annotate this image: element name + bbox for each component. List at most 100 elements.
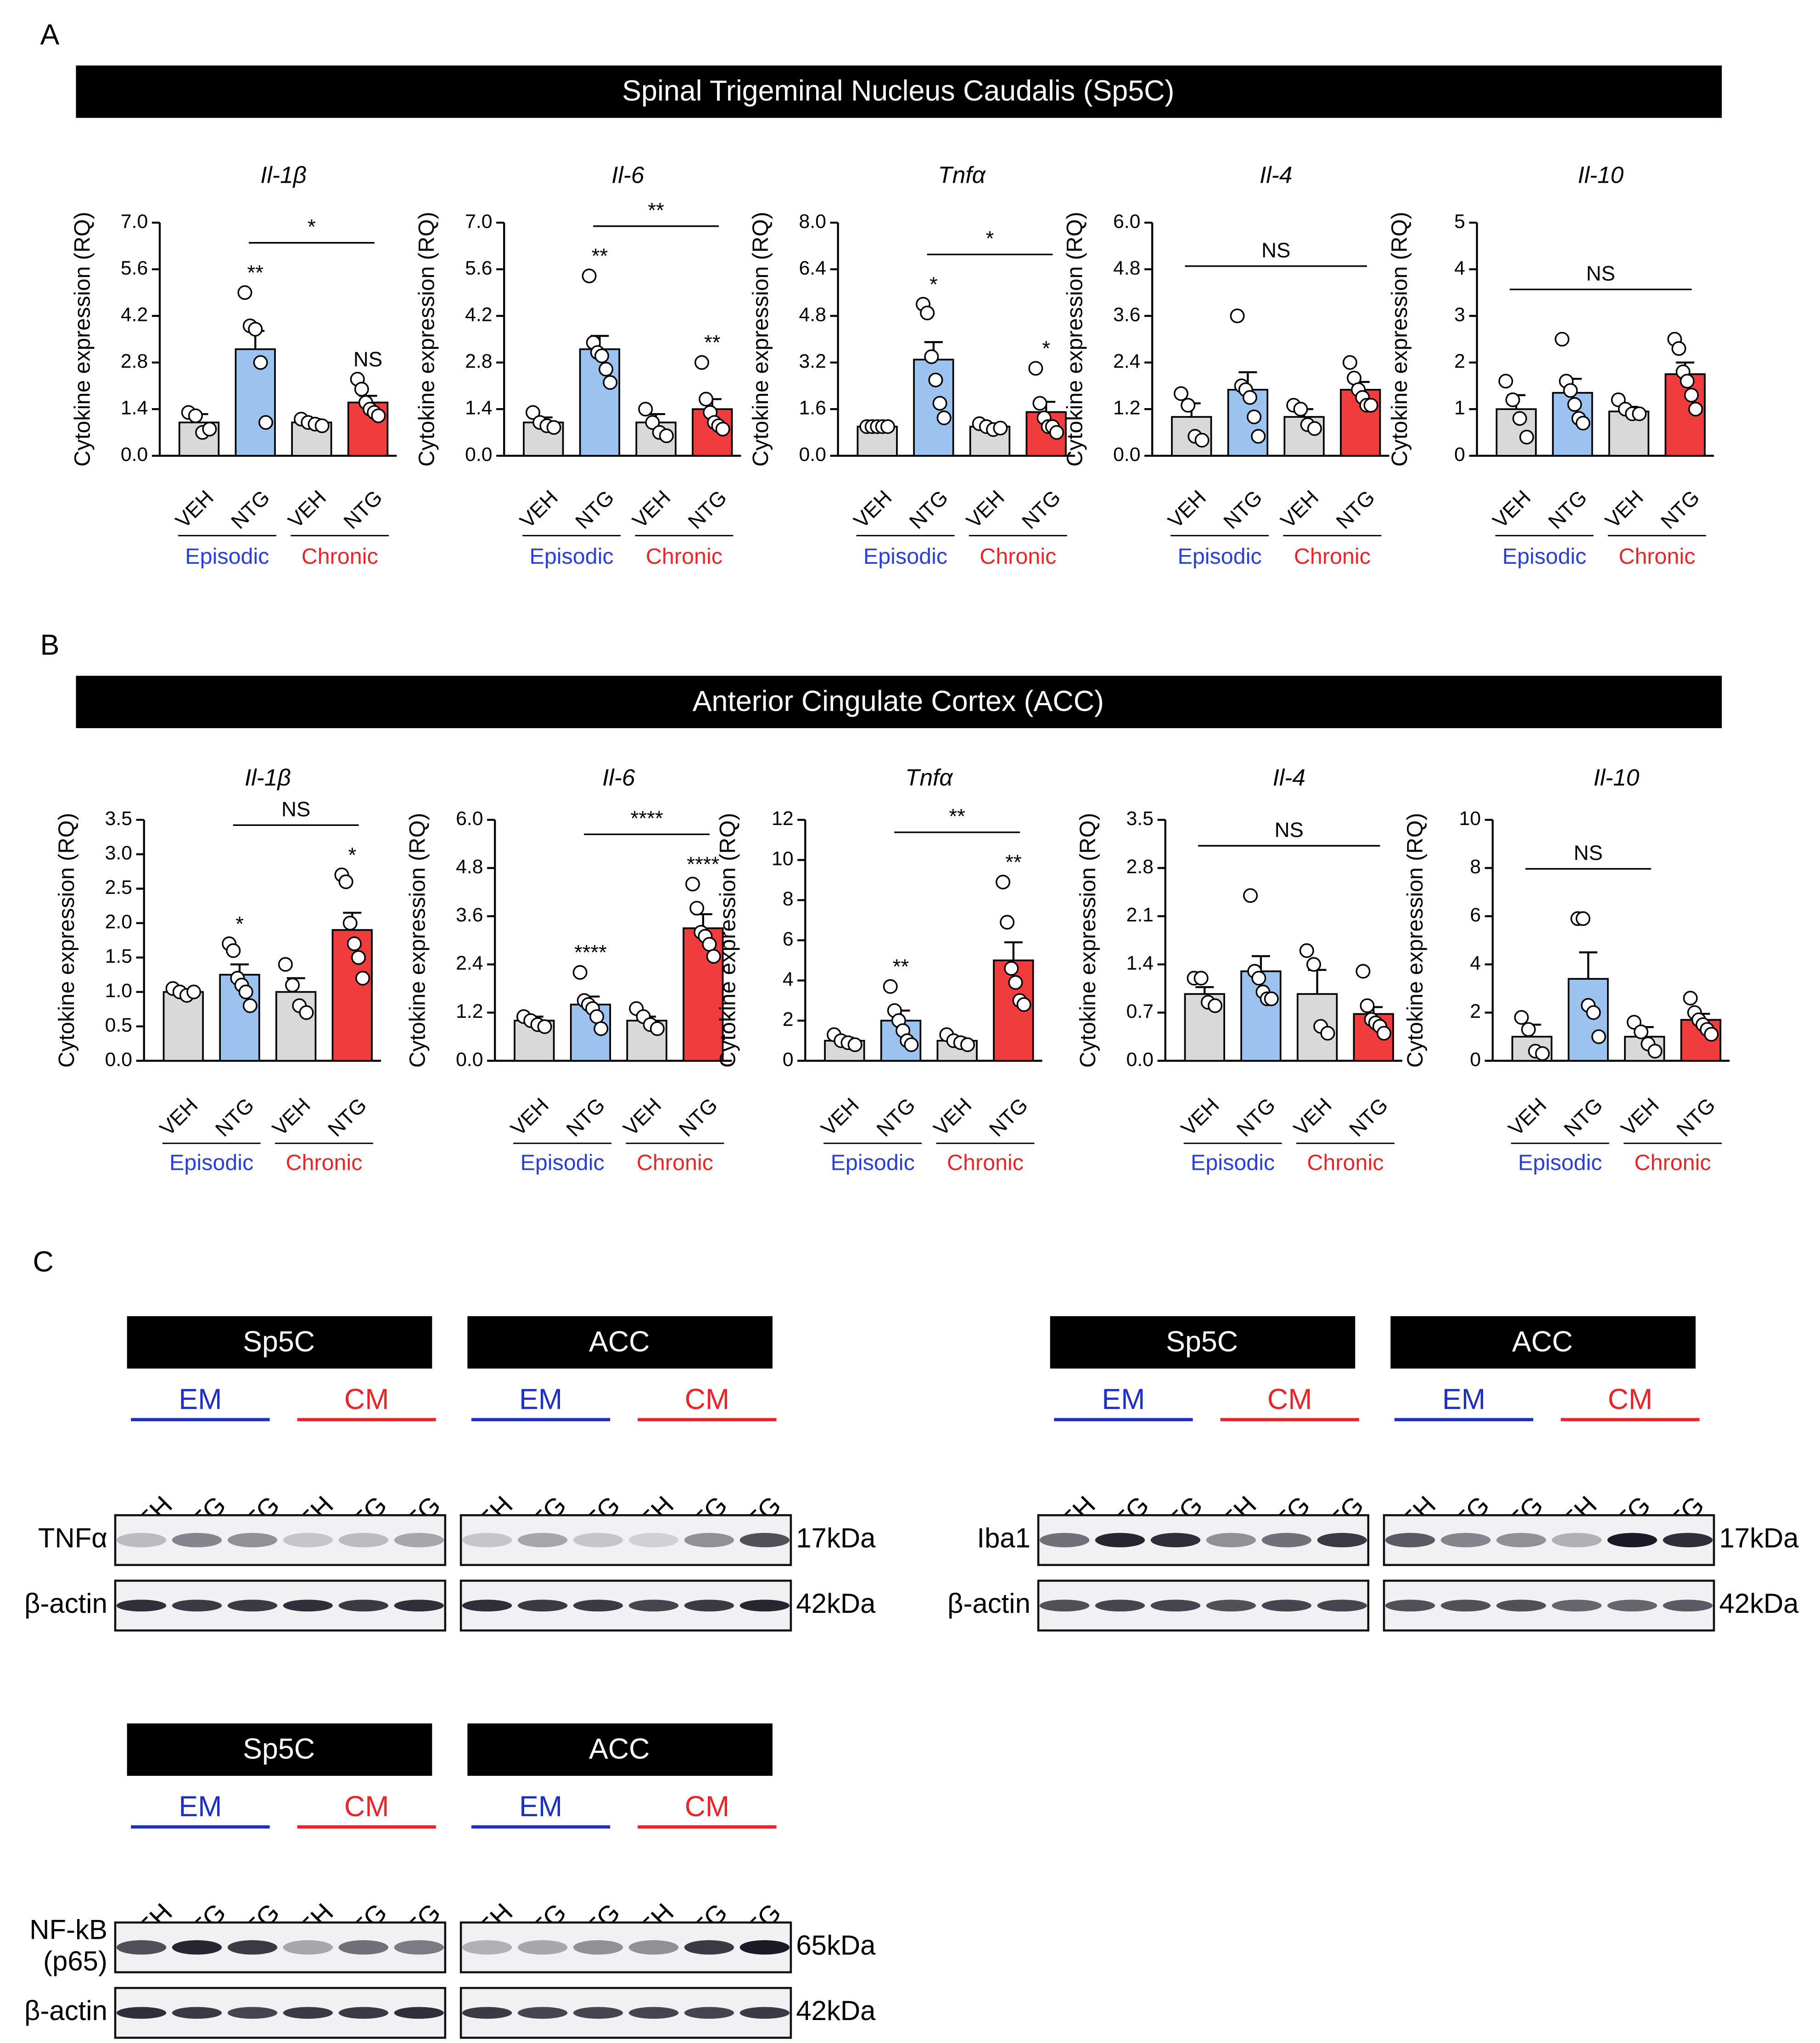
data-point (1193, 971, 1209, 986)
y-tick-label: 0.0 (799, 443, 826, 466)
bracket-label: ** (949, 805, 965, 828)
blot-band (116, 1600, 167, 1612)
y-tick-label: 0.0 (456, 1049, 483, 1071)
chart-title: Il-1β (260, 162, 307, 188)
data-point (1575, 415, 1590, 431)
panel-label: A (40, 18, 59, 51)
data-point (1684, 387, 1699, 403)
significance-label: **** (574, 941, 607, 964)
y-tick-label: 8 (1470, 856, 1481, 878)
group-label: Chronic (286, 1151, 362, 1175)
data-point (883, 979, 898, 994)
panel-title: Anterior Cingulate Cortex (ACC) (693, 685, 1104, 717)
blot-band (1039, 1600, 1090, 1612)
group-label: Episodic (521, 1151, 605, 1175)
data-point (299, 1005, 314, 1020)
panel-title: Spinal Trigeminal Nucleus Caudalis (Sp5C… (622, 75, 1174, 107)
size-label: 17kDa (796, 1522, 876, 1553)
blot-band (283, 1600, 333, 1612)
y-axis-label: Cytokine expression (RQ) (1075, 813, 1100, 1068)
error-bar (1004, 941, 1023, 960)
blot-band (1206, 1600, 1256, 1612)
blot-band (227, 1532, 278, 1548)
significance-label: * (348, 843, 356, 867)
data-point (1032, 396, 1047, 411)
data-point (1514, 1010, 1529, 1025)
data-point (920, 305, 935, 320)
data-point (355, 971, 370, 986)
x-tick-label: NTG (1232, 1093, 1280, 1141)
x-tick-label: VEH (155, 1093, 202, 1140)
blot-band (283, 1532, 333, 1548)
blot-band (628, 1940, 679, 1955)
data-point (1563, 383, 1578, 398)
data-point (1028, 361, 1043, 376)
chart-title: Il-10 (1578, 162, 1624, 188)
group-label: Episodic (1177, 544, 1261, 569)
bar (162, 991, 204, 1062)
blot-frame (114, 1514, 447, 1566)
x-tick-label: VEH (849, 486, 896, 533)
blot-band (1317, 1532, 1367, 1548)
blot-band (462, 1600, 512, 1612)
y-tick-label: 0.0 (121, 443, 148, 466)
group-label: Episodic (1502, 544, 1586, 569)
blot-band (172, 1532, 222, 1548)
y-tick-label: 2.4 (1113, 350, 1140, 372)
blot-band (684, 1600, 734, 1612)
y-tick-label: 8.0 (799, 210, 826, 232)
blot-band (116, 2007, 167, 2019)
bracket-label: **** (631, 807, 663, 830)
blot-band (684, 2007, 734, 2019)
x-tick-label: VEH (1176, 1093, 1223, 1140)
error-bar (1308, 969, 1327, 994)
region-label: ACC (1512, 1325, 1573, 1358)
size-label: 42kDa (796, 1588, 876, 1619)
data-point (1194, 432, 1210, 448)
blot-frame (1037, 1514, 1370, 1566)
blot-band (394, 2007, 444, 2019)
blot-band (1607, 1532, 1658, 1548)
x-tick-label: VEH (929, 1093, 976, 1140)
data-point (706, 949, 721, 964)
data-point (1016, 997, 1031, 1012)
group-label: Chronic (1635, 1151, 1711, 1175)
y-tick-label: 10 (772, 848, 794, 870)
blot-band (1095, 1600, 1145, 1612)
blot-band (1317, 1600, 1367, 1612)
data-point (1307, 421, 1322, 436)
chart-title: Tnfα (905, 764, 953, 791)
chart-title: Il-10 (1594, 764, 1640, 791)
y-tick-label: 4 (1470, 952, 1481, 974)
data-point (650, 1021, 665, 1036)
y-tick-label: 2.8 (1126, 856, 1154, 878)
data-point (354, 382, 369, 397)
blot-band (462, 1532, 512, 1548)
y-tick-label: 6.0 (456, 808, 483, 830)
blot-band (1385, 1600, 1435, 1612)
blot-frame (459, 1579, 792, 1632)
data-point (202, 421, 217, 437)
data-point (1647, 1044, 1663, 1059)
y-tick-label: 3.6 (456, 904, 483, 926)
data-point (996, 875, 1011, 890)
data-point (699, 392, 714, 407)
blot-band (628, 2007, 679, 2019)
blot-band (1551, 1600, 1602, 1612)
protein-label: Iba1 (977, 1522, 1030, 1553)
data-point (1355, 964, 1371, 979)
y-tick-label: 1.2 (1113, 397, 1140, 419)
group-label: EM (179, 1790, 222, 1823)
x-tick-label: NTG (1332, 486, 1379, 533)
y-tick-label: 4 (1454, 257, 1465, 279)
blot-band (517, 1532, 568, 1548)
data-point (1247, 410, 1262, 425)
group-label: Episodic (831, 1151, 915, 1175)
x-tick-label: VEH (1601, 486, 1647, 533)
x-tick-label: NTG (562, 1093, 610, 1141)
data-point (1567, 397, 1582, 412)
data-point (1049, 425, 1064, 440)
data-point (1243, 888, 1258, 903)
y-tick-label: 0.0 (1126, 1049, 1154, 1071)
region-header (467, 1723, 773, 1776)
